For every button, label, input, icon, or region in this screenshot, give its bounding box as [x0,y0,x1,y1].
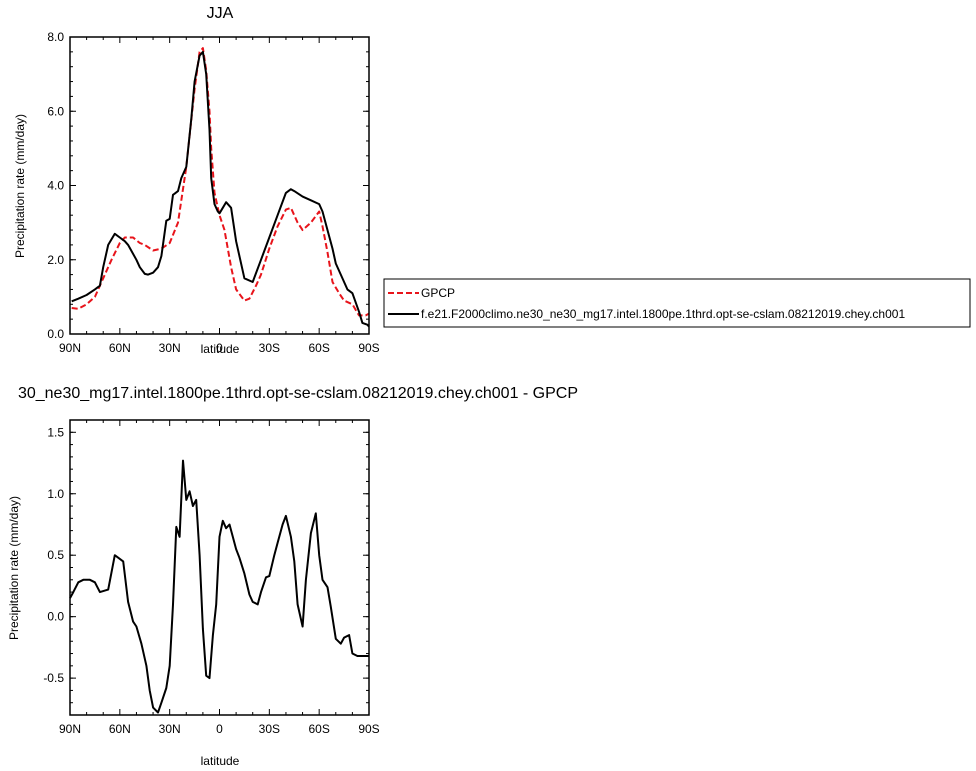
panel-difference: 30_ne30_mg17.intel.1800pe.1thrd.opt-se-c… [7,385,578,768]
panel2-xtick-label: 60N [109,722,131,736]
panel2-title: 30_ne30_mg17.intel.1800pe.1thrd.opt-se-c… [18,385,578,402]
panel2-ytick-label: 1.5 [47,425,64,439]
panel1-xtick-label: 30S [259,341,280,355]
panel1-ytick-label: 6.0 [47,104,64,118]
panel2-xtick-label: 30S [259,722,280,736]
panel1-xlabel: latitude [201,342,240,356]
panel1-xtick-label: 30N [159,341,181,355]
legend-box [383,278,971,328]
panel1-xtick-label: 60S [308,341,329,355]
panel2-ytick-label: 0.0 [47,610,64,624]
panel2-xlabel: latitude [201,754,240,768]
panel2-ylabel: Precipitation rate (mm/day) [7,496,21,640]
panel1-ylabel: Precipitation rate (mm/day) [13,114,27,258]
panel1-ytick-label: 4.0 [47,179,64,193]
legend-model-label: f.e21.F2000climo.ne30_ne30_mg17.intel.18… [421,307,905,321]
panel1-ytick-label: 2.0 [47,253,64,267]
panel2-xtick-label: 0 [216,722,223,736]
panel1-series-gpcp-line [71,47,370,317]
panel1-title: JJA [207,5,234,22]
panel2-ytick-label: 1.0 [47,487,64,501]
panel2-ytick-label: 0.5 [47,548,64,562]
panel1-ytick-label: 8.0 [47,30,64,44]
panel1-xtick-label: 90S [358,341,379,355]
panel2-ytick-label: -0.5 [43,671,64,685]
panel2-frame [69,419,370,716]
panel1-ytick-label: 0.0 [47,327,64,341]
panel2-xtick-label: 90N [59,722,81,736]
panel2-xtick-label: 60S [308,722,329,736]
panel1-frame [69,36,370,335]
panel2-series-difference-line [69,459,369,714]
panel1-series-model-line [71,50,370,328]
panel2-xtick-label: 90S [358,722,379,736]
legend-gpcp-label: GPCP [421,286,455,300]
panel-seasonal-mean: JJA 90N 60N 30N 0 30S 60S 90S 0.0 2.0 4.0 6.0 8.0 l… [13,5,380,356]
legend: GPCP f.e21.F2000climo.ne30_ne30_mg17.int… [383,278,971,328]
panel1-xtick-label: 90N [59,341,81,355]
panel1-xtick-label: 60N [109,341,131,355]
panel1-xtick-label: 0 [216,341,223,355]
panel2-xtick-label: 30N [159,722,181,736]
